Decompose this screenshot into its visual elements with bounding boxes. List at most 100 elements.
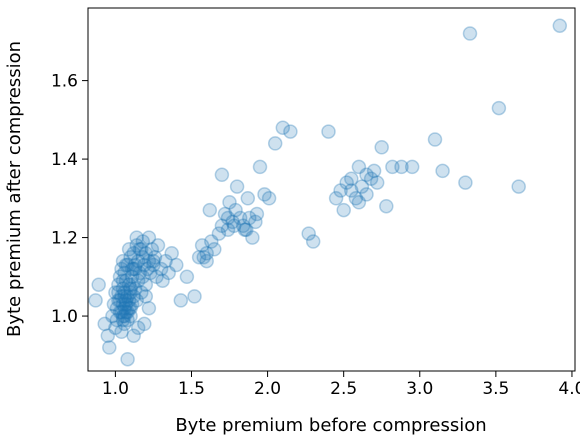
- data-point: [344, 171, 359, 186]
- data-point: [108, 320, 123, 336]
- data-point: [374, 140, 389, 155]
- data-point: [144, 242, 160, 257]
- data-point: [199, 253, 214, 269]
- data-point: [118, 257, 134, 273]
- data-point: [232, 210, 248, 226]
- data-point: [164, 246, 179, 261]
- data-point: [379, 198, 394, 214]
- data-point: [118, 273, 134, 288]
- data-point: [161, 265, 176, 281]
- y-tick-label: 1.4: [51, 150, 78, 170]
- data-point: [117, 308, 132, 324]
- data-point: [135, 234, 151, 249]
- data-point: [137, 316, 152, 332]
- data-point: [109, 300, 125, 316]
- data-point: [173, 293, 189, 308]
- data-point: [359, 187, 374, 202]
- data-point: [112, 269, 128, 285]
- data-point: [191, 249, 207, 265]
- data-point: [109, 312, 125, 328]
- data-point: [132, 265, 147, 281]
- data-point: [491, 100, 507, 116]
- x-tick-label: 3.5: [482, 379, 509, 399]
- data-point: [97, 316, 112, 332]
- data-point: [127, 257, 143, 273]
- data-point: [141, 230, 157, 245]
- data-point: [149, 269, 164, 285]
- data-point: [121, 277, 137, 292]
- data-point: [115, 308, 131, 324]
- data-point: [114, 304, 129, 320]
- data-point: [225, 214, 240, 230]
- plot-frame: [87, 7, 576, 372]
- data-point: [339, 175, 354, 190]
- data-point: [112, 304, 128, 320]
- data-point: [366, 163, 382, 179]
- data-point: [126, 289, 141, 304]
- data-point: [199, 246, 214, 261]
- data-point: [108, 285, 123, 300]
- data-point: [118, 304, 134, 320]
- data-point: [129, 293, 144, 308]
- data-point: [111, 277, 126, 292]
- data-point: [100, 328, 116, 343]
- data-point: [120, 289, 135, 304]
- data-point: [204, 234, 219, 249]
- data-point: [435, 163, 450, 179]
- data-point: [118, 293, 134, 308]
- data-point: [121, 242, 137, 257]
- data-point: [511, 179, 526, 194]
- data-point: [123, 300, 138, 316]
- data-point: [226, 218, 242, 234]
- data-point: [130, 320, 146, 336]
- data-point: [552, 18, 568, 33]
- data-point: [235, 218, 251, 234]
- data-point: [252, 159, 268, 175]
- data-point: [257, 187, 272, 202]
- data-point: [169, 257, 184, 273]
- data-point: [333, 183, 348, 198]
- data-point: [249, 206, 265, 222]
- data-point: [123, 249, 138, 265]
- data-point: [120, 304, 135, 320]
- data-point: [344, 183, 359, 198]
- data-point: [187, 289, 202, 304]
- data-point: [121, 300, 137, 316]
- data-point: [220, 210, 236, 226]
- data-point: [404, 159, 420, 175]
- points-layer: [88, 18, 568, 367]
- data-point: [135, 249, 151, 265]
- data-point: [115, 312, 131, 328]
- data-point: [217, 206, 233, 222]
- data-point: [141, 300, 157, 316]
- y-axis-label: Byte premium after compression: [4, 41, 25, 337]
- data-point: [147, 249, 163, 265]
- data-point: [140, 261, 155, 277]
- data-point: [239, 222, 254, 237]
- data-point: [462, 26, 478, 41]
- data-point: [123, 308, 138, 324]
- data-point: [130, 273, 146, 288]
- data-point: [115, 297, 131, 312]
- data-point: [158, 253, 173, 269]
- x-axis-label: Byte premium before compression: [175, 415, 486, 436]
- x-tick-label: 4.0: [558, 379, 580, 399]
- data-point: [150, 238, 166, 253]
- data-point: [126, 261, 141, 277]
- data-point: [458, 175, 473, 190]
- data-point: [229, 179, 245, 194]
- data-point: [132, 242, 147, 257]
- data-point: [123, 285, 138, 300]
- data-point: [135, 269, 151, 285]
- data-point: [114, 261, 129, 277]
- data-point: [124, 269, 140, 285]
- data-point: [106, 297, 122, 312]
- data-point: [126, 328, 141, 343]
- data-point: [105, 308, 120, 324]
- data-point: [240, 191, 256, 206]
- data-point: [117, 285, 132, 300]
- data-point: [328, 191, 344, 206]
- data-point: [120, 312, 135, 328]
- data-point: [121, 293, 137, 308]
